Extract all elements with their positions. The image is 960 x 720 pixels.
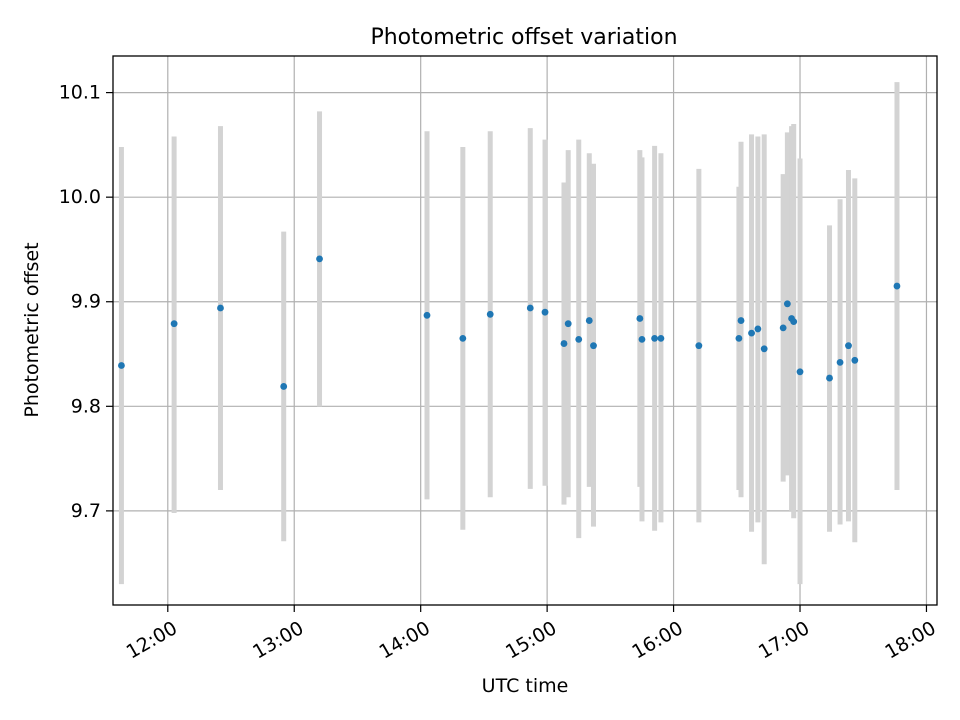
data-point (526, 304, 534, 312)
x-tick-label: 14:00 (376, 617, 434, 663)
data-point (657, 334, 665, 342)
data-point (170, 320, 178, 328)
data-point (748, 329, 755, 337)
x-axis-ticks: 12:00 13:00 14:00 15:00 16:00 17:00 18:00 (123, 605, 940, 663)
data-point (754, 325, 762, 333)
data-point (845, 342, 852, 350)
y-tick-label: 10.0 (59, 186, 101, 208)
y-tick-label: 9.8 (71, 395, 101, 417)
data-point (796, 368, 804, 376)
x-tick-label: 15:00 (502, 617, 560, 663)
chart-title: Photometric offset variation (370, 25, 677, 50)
data-point (783, 300, 791, 308)
data-point (893, 282, 901, 290)
data-point (459, 334, 467, 342)
data-point (564, 320, 572, 328)
data-point (735, 334, 743, 342)
x-tick-label: 16:00 (628, 617, 686, 663)
data-point (790, 318, 798, 326)
data-point (851, 356, 859, 364)
data-point (280, 383, 288, 390)
x-tick-label: 17:00 (755, 617, 813, 663)
data-point (423, 311, 431, 319)
data-point (779, 324, 787, 332)
data-point (836, 358, 844, 366)
data-point (695, 342, 703, 350)
x-axis-title: UTC time (482, 675, 569, 697)
data-point (636, 315, 644, 322)
error-bars (118, 82, 900, 585)
grid-lines (113, 56, 937, 605)
data-point (737, 317, 745, 324)
x-tick-label: 13:00 (249, 617, 307, 663)
x-tick-label: 12:00 (123, 617, 181, 663)
data-point (316, 255, 323, 263)
data-point (541, 308, 549, 316)
data-point (760, 345, 768, 353)
y-tick-label: 10.1 (59, 82, 101, 104)
data-point (486, 310, 494, 318)
data-point (118, 362, 125, 369)
data-point (585, 317, 593, 324)
x-tick-label: 18:00 (881, 617, 939, 663)
y-axis-ticks: 9.7 9.8 9.9 10.0 10.1 (59, 82, 113, 522)
y-tick-label: 9.7 (71, 500, 101, 522)
y-axis-title: Photometric offset (21, 242, 43, 417)
data-point (575, 335, 583, 343)
data-point (590, 342, 597, 350)
y-tick-label: 9.9 (71, 291, 101, 313)
data-points (118, 255, 901, 390)
data-point (826, 374, 833, 382)
plot-frame (112, 55, 938, 606)
data-point (217, 304, 224, 312)
data-point (651, 334, 659, 342)
data-point (560, 340, 568, 347)
data-point (638, 335, 646, 343)
